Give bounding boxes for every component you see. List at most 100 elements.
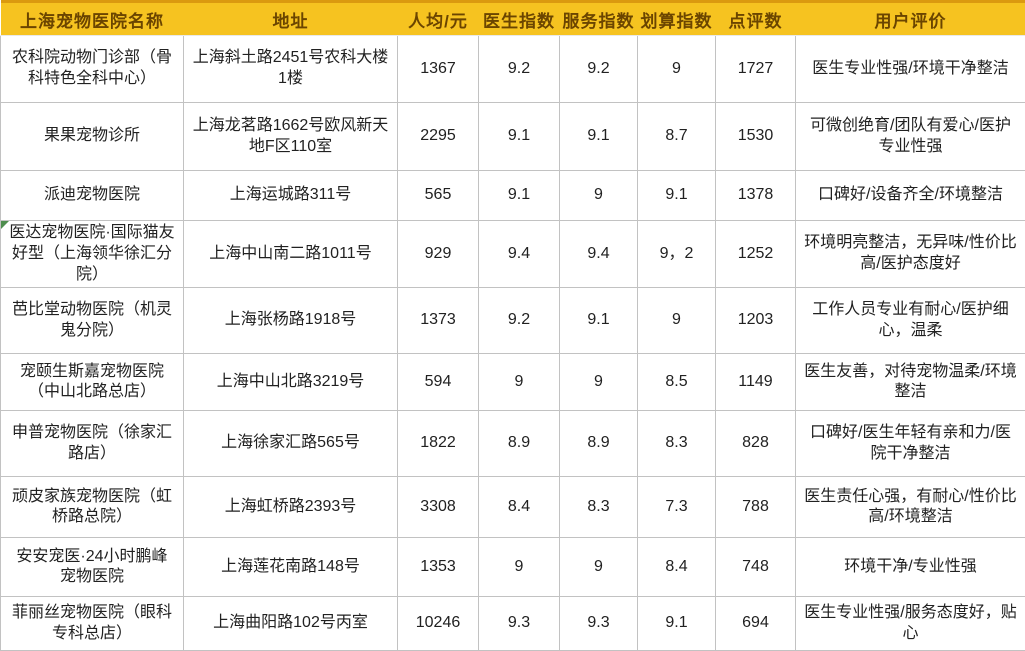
hospital-name-cell-text: 宠颐生斯嘉宠物医院（中山北路总店） — [20, 363, 164, 401]
address-cell: 上海运城路311号 — [184, 171, 398, 221]
doctor-index-cell: 8.4 — [479, 477, 560, 538]
review-count-cell-text: 1530 — [738, 127, 774, 144]
service-index-cell: 9.1 — [560, 288, 638, 354]
price-cell: 1822 — [398, 411, 479, 477]
service-index-cell: 9 — [560, 171, 638, 221]
review-count-cell-text: 1727 — [738, 60, 774, 77]
value-index-cell: 8.4 — [638, 538, 716, 597]
value-index-cell: 9 — [638, 288, 716, 354]
price-cell: 929 — [398, 221, 479, 288]
price-cell: 1373 — [398, 288, 479, 354]
address-cell-text: 上海斜土路2451号农科大楼1楼 — [193, 49, 389, 87]
hospital-name-cell: 申普宠物医院（徐家汇路店） — [1, 411, 184, 477]
hospital-name-cell: 芭比堂动物医院（机灵鬼分院） — [1, 288, 184, 354]
value-index-cell-text: 8.5 — [665, 373, 687, 390]
price-cell: 10246 — [398, 597, 479, 651]
doctor-index-cell-text: 8.4 — [508, 498, 530, 515]
hospital-name-cell: 菲丽丝宠物医院（眼科专科总店） — [1, 597, 184, 651]
value-index-cell-text: 9 — [672, 311, 681, 328]
hospital-name-cell: 果果宠物诊所 — [1, 103, 184, 171]
address-cell: 上海虹桥路2393号 — [184, 477, 398, 538]
review-count-cell: 1378 — [716, 171, 796, 221]
user-review-cell: 医生友善，对待宠物温柔/环境整洁 — [796, 354, 1025, 411]
address-cell-text: 上海莲花南路148号 — [221, 558, 360, 575]
header-row: 上海宠物医院名称地址人均/元医生指数服务指数划算指数点评数用户评价 — [1, 2, 1025, 36]
user-review-cell-text: 环境干净/专业性强 — [844, 558, 976, 575]
hospital-name-cell: 宠颐生斯嘉宠物医院（中山北路总店） — [1, 354, 184, 411]
service-index-cell: 9.2 — [560, 36, 638, 103]
hospital-name-cell-text: 芭比堂动物医院（机灵鬼分院） — [12, 301, 172, 339]
value-index-cell: 9 — [638, 36, 716, 103]
value-index-cell-text: 9 — [672, 60, 681, 77]
address-cell: 上海徐家汇路565号 — [184, 411, 398, 477]
address-cell-text: 上海曲阳路102号丙室 — [213, 614, 368, 631]
price-cell: 565 — [398, 171, 479, 221]
service-index-cell-text: 9.3 — [587, 614, 609, 631]
review-count-cell: 1530 — [716, 103, 796, 171]
user-review-cell: 环境干净/专业性强 — [796, 538, 1025, 597]
doctor-index-cell-text: 9.2 — [508, 60, 530, 77]
price-cell: 2295 — [398, 103, 479, 171]
doctor-index-cell: 9 — [479, 538, 560, 597]
doctor-index-cell-text: 9.2 — [508, 311, 530, 328]
price-cell-text: 594 — [425, 373, 452, 390]
hospital-name-cell-text: 农科院动物门诊部（骨科特色全科中心） — [12, 49, 172, 87]
doctor-index-cell-text: 9 — [515, 373, 524, 390]
review-count-cell-text: 1149 — [738, 373, 772, 390]
review-count-cell-text: 1203 — [738, 311, 774, 328]
doctor-index-cell-text: 8.9 — [508, 434, 530, 451]
value-index-cell: 8.7 — [638, 103, 716, 171]
value-index-cell-text: 8.4 — [665, 558, 687, 575]
address-cell-text: 上海龙茗路1662号欧风新天地F区110室 — [193, 117, 389, 155]
service-index-cell: 9.4 — [560, 221, 638, 288]
review-count-cell: 1727 — [716, 36, 796, 103]
column-header-user-review: 用户评价 — [796, 2, 1025, 36]
service-index-cell-text: 9 — [594, 373, 603, 390]
price-cell-text: 3308 — [420, 498, 456, 515]
doctor-index-cell: 9 — [479, 354, 560, 411]
user-review-cell: 工作人员专业有耐心/医护细心，温柔 — [796, 288, 1025, 354]
doctor-index-cell-text: 9.1 — [508, 127, 530, 144]
doctor-index-cell-text: 9 — [515, 558, 524, 575]
cell-error-marker-icon — [1, 221, 9, 229]
user-review-cell: 环境明亮整洁，无异味/性价比高/医护态度好 — [796, 221, 1025, 288]
user-review-cell: 医生专业性强/服务态度好，贴心 — [796, 597, 1025, 651]
address-cell-text: 上海中山南二路1011号 — [209, 245, 371, 262]
address-cell-text: 上海徐家汇路565号 — [221, 434, 360, 451]
user-review-cell-text: 医生专业性强/环境干净整洁 — [812, 60, 1008, 77]
address-cell-text: 上海张杨路1918号 — [225, 311, 357, 328]
service-index-cell: 9.1 — [560, 103, 638, 171]
address-cell-text: 上海运城路311号 — [230, 186, 352, 203]
column-header-price-per-person: 人均/元 — [398, 2, 479, 36]
column-header-service-index: 服务指数 — [560, 2, 638, 36]
value-index-cell-text: 8.3 — [665, 434, 687, 451]
service-index-cell-text: 9.2 — [587, 60, 609, 77]
review-count-cell-text: 788 — [742, 498, 769, 515]
doctor-index-cell: 9.1 — [479, 103, 560, 171]
hospital-name-cell: 农科院动物门诊部（骨科特色全科中心） — [1, 36, 184, 103]
doctor-index-cell-text: 9.3 — [508, 614, 530, 631]
address-cell: 上海曲阳路102号丙室 — [184, 597, 398, 651]
value-index-cell: 8.3 — [638, 411, 716, 477]
review-count-cell: 828 — [716, 411, 796, 477]
user-review-cell-text: 口碑好/医生年轻有亲和力/医院干净整洁 — [810, 424, 1011, 462]
hospital-name-cell: 安安宠医·24小时鹏峰宠物医院 — [1, 538, 184, 597]
user-review-cell: 医生专业性强/环境干净整洁 — [796, 36, 1025, 103]
value-index-cell: 9，2 — [638, 221, 716, 288]
hospital-name-cell: 医达宠物医院·国际猫友好型（上海领华徐汇分院） — [1, 221, 184, 288]
hospital-name-cell-text: 安安宠医·24小时鹏峰宠物医院 — [16, 548, 167, 586]
service-index-cell-text: 9.4 — [587, 245, 609, 262]
address-cell: 上海斜土路2451号农科大楼1楼 — [184, 36, 398, 103]
service-index-cell-text: 9.1 — [587, 311, 609, 328]
address-cell: 上海中山南二路1011号 — [184, 221, 398, 288]
service-index-cell-text: 8.9 — [587, 434, 609, 451]
service-index-cell: 9 — [560, 354, 638, 411]
review-count-cell-text: 694 — [742, 614, 769, 631]
table-row: 医达宠物医院·国际猫友好型（上海领华徐汇分院） 上海中山南二路1011号 929 9.… — [1, 221, 1025, 288]
column-header-doctor-index: 医生指数 — [479, 2, 560, 36]
review-count-cell-text: 748 — [742, 558, 769, 575]
